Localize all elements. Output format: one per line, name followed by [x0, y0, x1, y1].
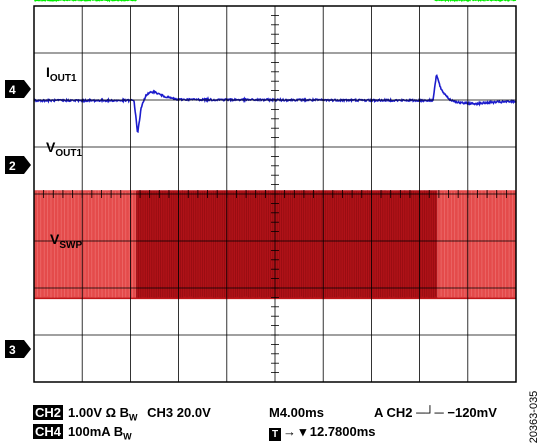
status-row-1: CH2 1.00V Ω BW CH3 20.0V M4.00ms A CH2 ─┘… [33, 404, 497, 423]
trace-layer [33, 0, 517, 300]
ch2-chip: CH2 [33, 405, 64, 420]
scope-status-bar: CH2 1.00V Ω BW CH3 20.0V M4.00ms A CH2 ─┘… [33, 404, 525, 442]
graticule [33, 5, 517, 383]
ch3-setting: CH3 20.0V [147, 405, 211, 420]
channel-4-marker: 4 [5, 80, 31, 98]
vswp-edges [437, 190, 517, 299]
ch4-bw: W [123, 431, 132, 442]
svg-text:3: 3 [9, 343, 16, 357]
status-row-2: CH4 100mA BW T → ▾ 12.7800ms [33, 423, 376, 442]
channel-3-marker: 3 [5, 340, 31, 358]
iout1-trace [34, 0, 517, 3]
svg-text:4: 4 [9, 83, 16, 97]
timebase: M4.00ms [269, 405, 324, 420]
vswp-label: VSWP [50, 231, 82, 251]
ch4-setting: 100mA B [68, 424, 124, 439]
ch4-chip: CH4 [33, 424, 64, 439]
vswp-edges [136, 190, 436, 299]
trigger-position-value: → ▾ 12.7800ms [283, 424, 376, 439]
vswp-switching-band [437, 190, 516, 299]
trigger-position: T → ▾ 12.7800ms [269, 423, 376, 441]
iout1-label: IOUT1 [46, 64, 77, 84]
figure-id: 20363-035 [528, 390, 540, 444]
vout1-label: VOUT1 [46, 139, 82, 159]
ch2-setting: 1.00V Ω B [68, 405, 130, 420]
vswp-switching-band [136, 190, 438, 299]
trigger-setting: A CH2 ─┘─ −120mV [374, 405, 497, 420]
channel-2-marker: 2 [5, 156, 31, 174]
ch2-bw: W [129, 412, 138, 423]
svg-text:2: 2 [9, 159, 16, 173]
trigger-icon: T [269, 428, 281, 441]
